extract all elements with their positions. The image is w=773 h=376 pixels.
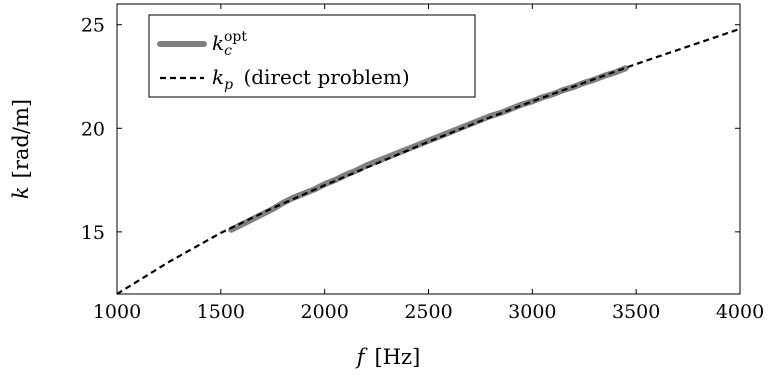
legend-superscript: opt bbox=[224, 29, 247, 45]
legend-subscript: c bbox=[224, 43, 232, 59]
x-tick-label: 3500 bbox=[612, 301, 660, 323]
legend: kcopt kp (direct problem) bbox=[148, 14, 476, 98]
tick-labels: 1000 1500 2000 2500 3000 3500 4000 15 20 25 bbox=[81, 15, 764, 323]
x-tick-label: 2500 bbox=[404, 301, 452, 323]
legend-symbol: k bbox=[212, 65, 224, 89]
x-tick-label: 2000 bbox=[300, 301, 348, 323]
x-tick-label: 4000 bbox=[716, 301, 764, 323]
y-axis-label: k [rad/m] bbox=[9, 99, 33, 199]
x-tick-label: 1000 bbox=[93, 301, 141, 323]
axis-ticks bbox=[116, 4, 741, 294]
x-axis-symbol: f bbox=[355, 345, 368, 369]
legend-subscript: p bbox=[224, 77, 233, 93]
x-axis-unit: [Hz] bbox=[375, 345, 421, 369]
legend-entry-kp: kp (direct problem) bbox=[212, 65, 410, 93]
y-tick-label: 25 bbox=[81, 15, 105, 37]
x-tick-label: 1500 bbox=[197, 301, 245, 323]
y-axis-symbol: k bbox=[9, 186, 33, 199]
legend-entry-kc-opt: kcopt bbox=[212, 29, 247, 59]
x-axis-label: f [Hz] bbox=[355, 345, 421, 369]
legend-symbol: k bbox=[212, 31, 224, 55]
series-line-kp bbox=[116, 27, 741, 295]
plot-marks bbox=[116, 27, 741, 295]
legend-suffix: (direct problem) bbox=[237, 65, 410, 89]
x-tick-label: 3000 bbox=[508, 301, 556, 323]
legend-box bbox=[148, 14, 476, 98]
y-tick-label: 15 bbox=[81, 222, 105, 244]
y-tick-label: 20 bbox=[81, 118, 105, 140]
y-axis-unit: [rad/m] bbox=[9, 99, 33, 178]
